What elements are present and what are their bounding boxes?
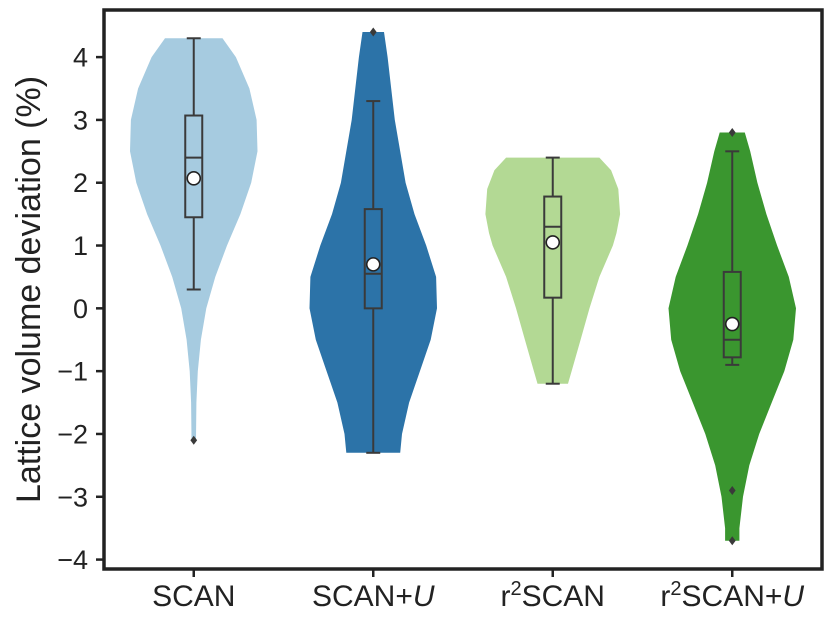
boxplots-layer (184, 27, 742, 546)
mean-marker (365, 257, 381, 272)
category-text: SCAN (152, 580, 235, 613)
y-tick-label: −2 (57, 419, 88, 449)
y-tick-label: 1 (73, 231, 88, 261)
mean-marker (724, 316, 740, 332)
iqr-box (722, 270, 742, 359)
category-italic: U (782, 580, 804, 613)
iqr-box (184, 114, 204, 219)
category-italic: U (413, 580, 435, 613)
y-axis: 4 3 2 1 0 −1 −2 −3 −4 (57, 43, 104, 575)
x-category-label: SCAN+U (312, 580, 435, 613)
mean-marker (545, 235, 561, 250)
plot-frame (102, 8, 824, 571)
outlier-marker (728, 485, 736, 495)
x-category-label: r2SCAN (501, 578, 605, 613)
mean-marker (186, 171, 202, 186)
y-axis-title: Lattice volume deviation (%) (10, 76, 48, 503)
category-text: SCAN+ (682, 580, 783, 613)
violins-layer (130, 32, 796, 541)
y-tick-label: −1 (57, 357, 88, 387)
category-text: SCAN (522, 580, 605, 613)
y-tick-label: −3 (57, 482, 88, 512)
category-superscript: 2 (670, 578, 681, 600)
y-tick-label: 2 (73, 168, 88, 198)
x-category-label: SCAN (152, 580, 235, 613)
x-category-label: r2SCAN+U (660, 578, 804, 613)
outlier-marker (728, 127, 736, 137)
y-tick-label: 4 (73, 43, 88, 73)
category-text: SCAN+ (312, 580, 413, 613)
outlier-marker (190, 435, 198, 445)
outlier-marker (728, 536, 736, 546)
y-tick-label: −4 (57, 545, 88, 575)
outlier-marker (369, 27, 377, 37)
category-text: r (660, 580, 670, 613)
y-tick-label: 0 (73, 294, 88, 324)
y-tick-label: 3 (73, 105, 88, 135)
x-axis: SCAN SCAN+U r2SCAN r2SCAN+U (152, 569, 804, 613)
category-superscript: 2 (511, 578, 522, 600)
category-text: r (501, 580, 511, 613)
